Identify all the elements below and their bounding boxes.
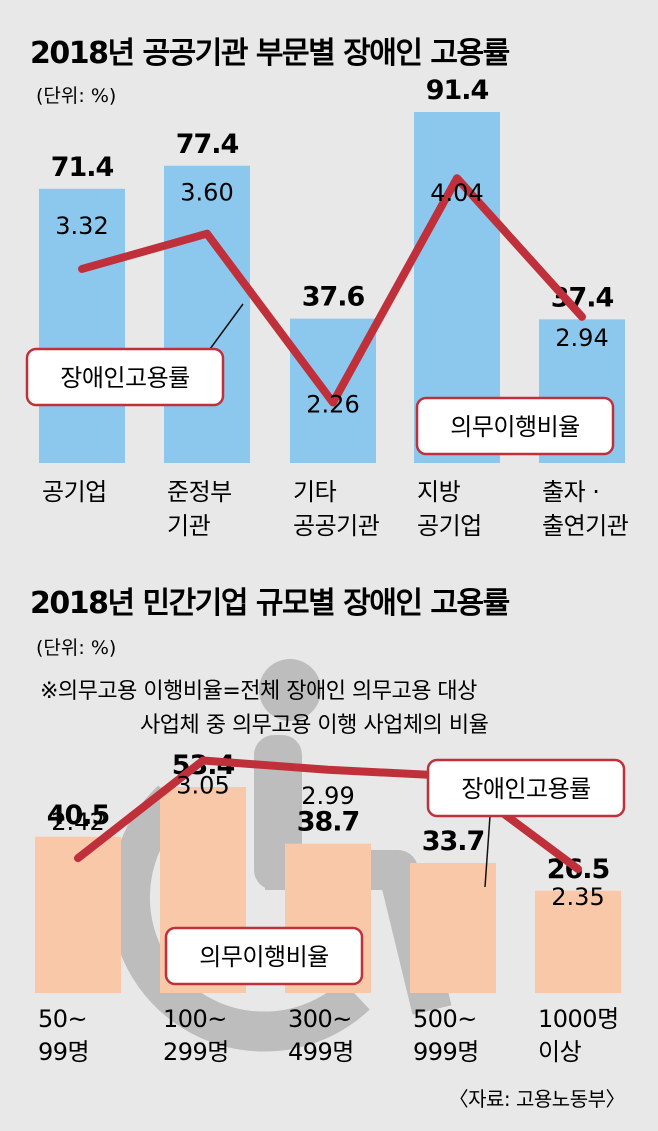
chart1-line-label-1: 3.60 <box>180 179 233 207</box>
chart2-legend-leader <box>484 815 491 888</box>
chart2-note-line2: 사업체 중 의무고용 이행 사업체의 비율 <box>140 713 489 738</box>
chart2-note-line1: ※의무고용 이행비율=전체 장애인 의무고용 대상 <box>40 679 477 704</box>
chart1-bar-0 <box>39 188 125 464</box>
chart2-category-3-line-1: 999명 <box>413 1038 479 1066</box>
chart2-category-0-line-0: 50~ <box>38 1005 87 1033</box>
chart2-category-4-line-0: 1000명 <box>538 1005 619 1033</box>
chart2-bar-label-3: 33.7 <box>422 826 485 857</box>
chart2-legend-label-1: 장애인고용률 <box>461 775 590 803</box>
chart1-category-0-line-0: 공기업 <box>42 478 107 506</box>
chart2-category-2-line-1: 499명 <box>288 1038 354 1066</box>
chart1-category-4-line-0: 출자 · <box>542 478 599 506</box>
chart1-category-1-line-0: 준정부 <box>167 478 232 506</box>
chart1-category-3-line-1: 공기업 <box>417 512 482 540</box>
source-credit: 〈자료: 고용노동부〉 <box>449 1087 625 1111</box>
chart1-category-1-line-1: 기관 <box>167 512 211 540</box>
chart2-category-4-line-1: 이상 <box>538 1038 582 1066</box>
chart2-title: 2018년 민간기업 규모별 장애인 고용률 <box>30 586 510 621</box>
chart2-bar-label-2: 38.7 <box>297 807 360 838</box>
chart1-unit: (단위: %) <box>36 85 116 107</box>
chart2-bar-3 <box>410 862 496 993</box>
chart1-category-2-line-1: 공공기관 <box>293 512 380 540</box>
chart1-bar-label-2: 37.6 <box>302 282 365 313</box>
text-layer: 2018년 공공기관 부문별 장애인 고용률 (단위: %) 2018년 민간기… <box>30 36 626 1111</box>
chart2-line-label-1: 3.05 <box>176 772 229 800</box>
chart1-bar-label-0: 71.4 <box>51 152 114 183</box>
chart1-line-label-3: 4.04 <box>430 179 483 207</box>
chart1-legend-box-0 <box>415 396 615 456</box>
chart1-title: 2018년 공공기관 부문별 장애인 고용률 <box>30 36 510 71</box>
chart2-bar-0 <box>35 836 121 993</box>
chart1-line-label-0: 3.32 <box>55 212 108 240</box>
chart1-line-label-4: 2.94 <box>555 324 608 352</box>
chart1-bar-label-3: 91.4 <box>426 75 489 106</box>
chart-private: 40.553.438.733.726.52.423.052.992.952.35… <box>35 750 626 1066</box>
chart2-line-label-0: 2.42 <box>51 808 104 836</box>
chart2-category-2-line-0: 300~ <box>288 1005 352 1033</box>
chart2-bar-4 <box>535 890 621 993</box>
chart1-category-2-line-0: 기타 <box>293 478 337 506</box>
chart2-category-0-line-1: 99명 <box>38 1038 89 1066</box>
chart2-legend-box-1 <box>426 758 626 818</box>
chart2-bar-label-0: 40.5 <box>47 800 110 831</box>
chart1-bar-label-1: 77.4 <box>176 129 239 160</box>
chart1-category-3-line-0: 지방 <box>417 478 461 506</box>
chart1-legend-box-1 <box>25 347 225 407</box>
chart2-line-label-4: 2.35 <box>551 883 604 911</box>
chart1-legend-label-0: 의무이행비율 <box>450 413 579 441</box>
chart2-category-1-line-0: 100~ <box>163 1005 227 1033</box>
chart1-bar-1 <box>164 165 250 463</box>
chart2-line-label-2: 2.99 <box>301 782 354 810</box>
chart1-legend-label-1: 장애인고용률 <box>60 364 189 392</box>
chart2-unit: (단위: %) <box>36 637 116 659</box>
chart2-legend-label-0: 의무이행비율 <box>199 943 328 971</box>
chart1-category-4-line-1: 출연기관 <box>542 512 629 540</box>
chart1-line-label-2: 2.26 <box>306 391 359 419</box>
chart-public: 71.477.437.691.437.43.323.602.264.042.94… <box>25 75 629 540</box>
chart1-legend-leader <box>209 303 244 350</box>
chart2-category-3-line-0: 500~ <box>413 1005 477 1033</box>
chart2-category-1-line-1: 299명 <box>163 1038 229 1066</box>
chart2-legend-box-0 <box>164 926 364 986</box>
chart1-line-series <box>78 174 586 407</box>
